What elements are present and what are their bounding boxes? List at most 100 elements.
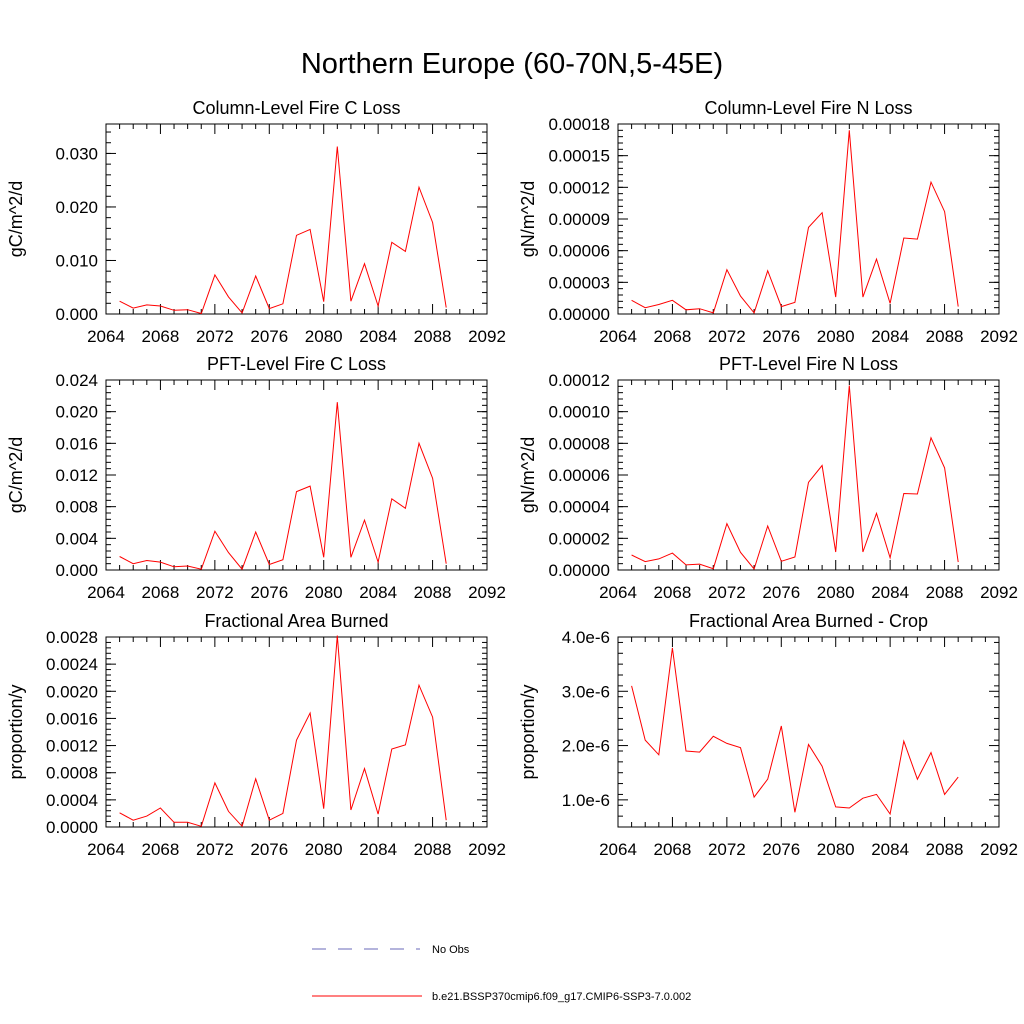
y-tick-label: 0.0008 — [46, 764, 98, 783]
x-tick-label: 2092 — [468, 327, 506, 346]
y-tick-label: 0.0028 — [46, 628, 98, 647]
x-tick-label: 2092 — [468, 583, 506, 602]
y-tick-label: 3.0e-6 — [562, 682, 610, 701]
x-tick-label: 2080 — [817, 583, 855, 602]
panel-title: Column-Level Fire C Loss — [192, 98, 400, 118]
panel-title: Fractional Area Burned — [204, 611, 388, 631]
y-tick-label: 0.00010 — [549, 403, 610, 422]
x-tick-label: 2088 — [926, 327, 964, 346]
y-tick-label: 0.00015 — [549, 147, 610, 166]
x-tick-label: 2068 — [654, 327, 692, 346]
y-axis-label: gC/m^2/d — [6, 437, 26, 513]
y-tick-label: 0.00000 — [549, 305, 610, 324]
x-tick-label: 2076 — [762, 840, 800, 859]
y-tick-label: 0.00003 — [549, 273, 610, 292]
y-tick-label: 0.00006 — [549, 466, 610, 485]
x-tick-label: 2084 — [871, 840, 909, 859]
x-tick-label: 2072 — [196, 327, 234, 346]
chart-panel-2: PFT-Level Fire C Loss gC/m^2/d 2064 2068 207… — [6, 354, 506, 602]
y-tick-label: 0.020 — [55, 198, 98, 217]
y-tick-label: 0.00002 — [549, 529, 610, 548]
y-tick-label: 0.000 — [55, 561, 98, 580]
x-tick-label: 2092 — [468, 840, 506, 859]
x-tick-label: 2068 — [654, 840, 692, 859]
x-tick-label: 2084 — [359, 840, 397, 859]
y-tick-label: 0.00018 — [549, 115, 610, 134]
y-tick-label: 0.0004 — [46, 791, 98, 810]
y-tick-label: 0.0020 — [46, 682, 98, 701]
y-tick-label: 0.016 — [55, 434, 98, 453]
x-tick-label: 2080 — [305, 840, 343, 859]
x-tick-label: 2088 — [414, 327, 452, 346]
series-line-0 — [631, 385, 959, 571]
x-tick-label: 2088 — [414, 840, 452, 859]
x-tick-label: 2084 — [359, 583, 397, 602]
x-tick-label: 2080 — [817, 840, 855, 859]
y-tick-label: 2.0e-6 — [562, 737, 610, 756]
panel-title: PFT-Level Fire C Loss — [207, 354, 386, 374]
y-axis-label: gN/m^2/d — [518, 437, 538, 513]
series-line-0 — [119, 146, 447, 315]
y-tick-label: 0.0000 — [46, 818, 98, 837]
x-tick-label: 2076 — [250, 840, 288, 859]
y-axis-label: proportion/y — [6, 684, 26, 779]
legend: No Obs b.e21.BSSP370cmip6.f09_g17.CMIP6-… — [312, 944, 691, 1003]
x-tick-label: 2088 — [926, 840, 964, 859]
y-tick-label: 0.008 — [55, 498, 98, 517]
series-line-0 — [119, 402, 447, 571]
x-tick-label: 2064 — [599, 840, 637, 859]
plot-frame — [105, 123, 488, 315]
y-tick-label: 0.030 — [55, 144, 98, 163]
x-tick-label: 2064 — [599, 327, 637, 346]
y-tick-label: 0.024 — [55, 371, 98, 390]
y-tick-label: 0.00008 — [549, 434, 610, 453]
chart-panels: Column-Level Fire C Loss gC/m^2/d 2064 2068… — [6, 98, 1018, 859]
x-tick-label: 2084 — [871, 327, 909, 346]
panel-title: Fractional Area Burned - Crop — [689, 611, 928, 631]
panel-title: PFT-Level Fire N Loss — [719, 354, 898, 374]
x-tick-label: 2068 — [654, 583, 692, 602]
x-tick-label: 2088 — [926, 583, 964, 602]
chart-panel-0: Column-Level Fire C Loss gC/m^2/d 2064 2068… — [6, 98, 506, 346]
x-tick-label: 2084 — [871, 583, 909, 602]
chart-panel-5: Fractional Area Burned - Crop proportion/… — [518, 611, 1018, 859]
plot-frame — [105, 379, 488, 571]
x-tick-label: 2076 — [762, 583, 800, 602]
y-tick-label: 0.00006 — [549, 242, 610, 261]
x-tick-label: 2072 — [708, 583, 746, 602]
y-tick-label: 0.00000 — [549, 561, 610, 580]
x-tick-label: 2072 — [708, 327, 746, 346]
y-tick-label: 0.0024 — [46, 655, 98, 674]
y-axis-label: gC/m^2/d — [6, 181, 26, 257]
x-tick-label: 2064 — [87, 327, 125, 346]
y-tick-label: 1.0e-6 — [562, 791, 610, 810]
y-tick-label: 0.012 — [55, 466, 98, 485]
x-tick-label: 2064 — [87, 840, 125, 859]
x-tick-label: 2068 — [142, 327, 180, 346]
y-tick-label: 0.010 — [55, 251, 98, 270]
figure-title: Northern Europe (60-70N,5-45E) — [300, 48, 724, 80]
y-tick-label: 0.00004 — [549, 498, 610, 517]
legend-label-no-obs: No Obs — [432, 944, 470, 956]
y-axis-label: proportion/y — [518, 684, 538, 779]
x-tick-label: 2092 — [980, 327, 1018, 346]
y-tick-label: 0.020 — [55, 403, 98, 422]
chart-panel-4: Fractional Area Burned proportion/y 2064 20… — [6, 611, 506, 859]
legend-label-model: b.e21.BSSP370cmip6.f09_g17.CMIP6-SSP3-7.… — [432, 991, 691, 1003]
x-tick-label: 2068 — [142, 583, 180, 602]
x-tick-label: 2080 — [305, 583, 343, 602]
plot-frame — [617, 123, 1000, 315]
y-tick-label: 0.004 — [55, 529, 98, 548]
plot-frame — [617, 379, 1000, 571]
plot-frame — [105, 636, 488, 828]
y-tick-label: 0.0016 — [46, 709, 98, 728]
x-tick-label: 2080 — [305, 327, 343, 346]
series-line-0 — [119, 635, 447, 828]
chart-panel-3: PFT-Level Fire N Loss gN/m^2/d 2064 2068 207… — [518, 354, 1018, 602]
x-tick-label: 2084 — [359, 327, 397, 346]
x-tick-label: 2076 — [250, 327, 288, 346]
panel-title: Column-Level Fire N Loss — [704, 98, 912, 118]
x-tick-label: 2080 — [817, 327, 855, 346]
x-tick-label: 2092 — [980, 840, 1018, 859]
x-tick-label: 2072 — [196, 583, 234, 602]
